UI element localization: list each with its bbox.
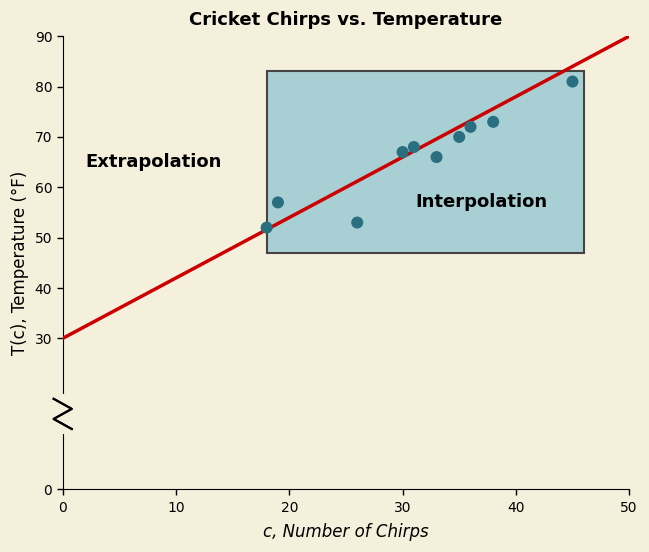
- Text: Interpolation: Interpolation: [416, 193, 548, 211]
- Point: [273, 198, 283, 207]
- Point: [454, 132, 465, 141]
- Point: [488, 118, 498, 126]
- X-axis label: c, Number of Chirps: c, Number of Chirps: [263, 523, 429, 541]
- Point: [409, 142, 419, 151]
- Point: [262, 223, 272, 232]
- Text: Extrapolation: Extrapolation: [85, 153, 221, 171]
- Title: Cricket Chirps vs. Temperature: Cricket Chirps vs. Temperature: [190, 11, 502, 29]
- Point: [432, 153, 442, 162]
- Y-axis label: T(c), Temperature (°F): T(c), Temperature (°F): [11, 171, 29, 355]
- Bar: [267, 71, 584, 253]
- Point: [352, 218, 362, 227]
- Point: [397, 147, 408, 156]
- Point: [567, 77, 578, 86]
- Point: [465, 123, 476, 131]
